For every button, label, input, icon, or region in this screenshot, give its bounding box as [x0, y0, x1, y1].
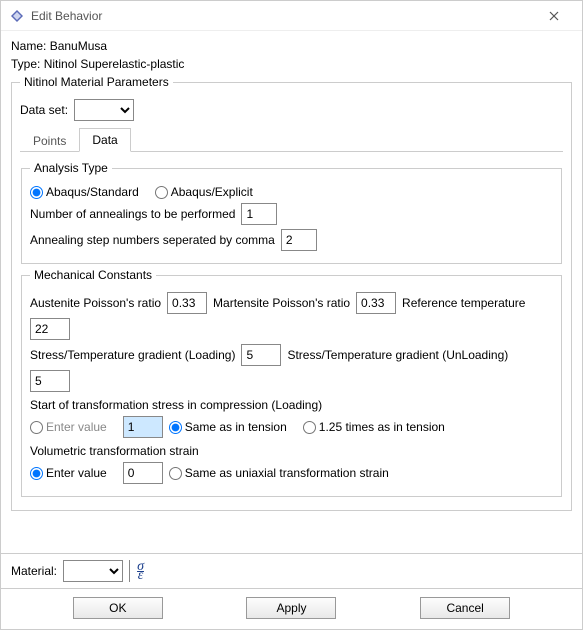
- st-load-input[interactable]: [241, 344, 281, 366]
- vol-label: Volumetric transformation strain: [30, 444, 553, 458]
- content-area: Name: BanuMusa Type: Nitinol Superelasti…: [1, 31, 582, 553]
- radio-standard-label: Abaqus/Standard: [46, 185, 139, 199]
- tabs: Points Data: [20, 127, 563, 152]
- name-row: Name: BanuMusa: [11, 39, 572, 53]
- nitinol-params-legend: Nitinol Material Parameters: [20, 75, 173, 89]
- apply-button[interactable]: Apply: [246, 597, 336, 619]
- vol-enter-radio[interactable]: Enter value: [30, 466, 107, 480]
- titlebar: Edit Behavior: [1, 1, 582, 31]
- radio-explicit-label: Abaqus/Explicit: [171, 185, 253, 199]
- austenite-input[interactable]: [167, 292, 207, 314]
- mechanical-constants-legend: Mechanical Constants: [30, 268, 156, 282]
- steps-input[interactable]: [281, 229, 317, 251]
- dialog-window: Edit Behavior Name: BanuMusa Type: Nitin…: [0, 0, 583, 630]
- vol-enter-field[interactable]: [123, 462, 163, 484]
- dataset-label: Data set:: [20, 103, 68, 117]
- start-enter-input[interactable]: [30, 421, 43, 434]
- austenite-label: Austenite Poisson's ratio: [30, 296, 161, 310]
- name-label: Name:: [11, 39, 46, 53]
- button-bar: OK Apply Cancel: [1, 588, 582, 629]
- name-value: BanuMusa: [50, 39, 107, 53]
- analysis-type-legend: Analysis Type: [30, 161, 112, 175]
- vol-enter-label: Enter value: [46, 466, 107, 480]
- mechanical-constants-group: Mechanical Constants Austenite Poisson's…: [21, 268, 562, 497]
- start-same-radio[interactable]: Same as in tension: [169, 420, 287, 434]
- material-label: Material:: [11, 564, 57, 578]
- start-enter-radio[interactable]: Enter value: [30, 420, 107, 434]
- steps-label: Annealing step numbers seperated by comm…: [30, 233, 275, 247]
- nitinol-params-group: Nitinol Material Parameters Data set: Po…: [11, 75, 572, 511]
- start-trans-label: Start of transformation stress in compre…: [30, 398, 553, 412]
- sigma-epsilon-icon[interactable]: σε: [129, 560, 151, 582]
- cancel-button[interactable]: Cancel: [420, 597, 510, 619]
- martensite-label: Martensite Poisson's ratio: [213, 296, 350, 310]
- type-row: Type: Nitinol Superelastic-plastic: [11, 57, 572, 71]
- material-footer: Material: σε: [1, 553, 582, 588]
- start-same-input[interactable]: [169, 421, 182, 434]
- dataset-row: Data set:: [20, 99, 563, 121]
- start-125-radio[interactable]: 1.25 times as in tension: [303, 420, 445, 434]
- material-select[interactable]: [63, 560, 123, 582]
- start-125-input[interactable]: [303, 421, 316, 434]
- dataset-select[interactable]: [74, 99, 134, 121]
- st-unload-label: Stress/Temperature gradient (UnLoading): [287, 348, 508, 362]
- window-title: Edit Behavior: [31, 9, 534, 23]
- st-load-label: Stress/Temperature gradient (Loading): [30, 348, 235, 362]
- radio-standard[interactable]: Abaqus/Standard: [30, 185, 139, 199]
- radio-standard-input[interactable]: [30, 186, 43, 199]
- tab-data[interactable]: Data: [79, 128, 130, 152]
- start-enter-label: Enter value: [46, 420, 107, 434]
- vol-same-label: Same as uniaxial transformation strain: [185, 466, 389, 480]
- start-same-label: Same as in tension: [185, 420, 287, 434]
- vol-enter-input[interactable]: [30, 467, 43, 480]
- start-enter-field[interactable]: [123, 416, 163, 438]
- reftemp-input[interactable]: [30, 318, 70, 340]
- annealings-input[interactable]: [241, 203, 277, 225]
- tab-points[interactable]: Points: [20, 129, 79, 152]
- analysis-type-group: Analysis Type Abaqus/Standard Abaqus/Exp…: [21, 161, 562, 264]
- app-icon: [9, 8, 25, 24]
- start-125-label: 1.25 times as in tension: [319, 420, 445, 434]
- radio-explicit-input[interactable]: [155, 186, 168, 199]
- st-unload-input[interactable]: [30, 370, 70, 392]
- vol-same-input[interactable]: [169, 467, 182, 480]
- type-label: Type:: [11, 57, 40, 71]
- tab-data-content: Analysis Type Abaqus/Standard Abaqus/Exp…: [20, 152, 563, 502]
- ok-button[interactable]: OK: [73, 597, 163, 619]
- reftemp-label: Reference temperature: [402, 296, 525, 310]
- radio-explicit[interactable]: Abaqus/Explicit: [155, 185, 253, 199]
- type-value: Nitinol Superelastic-plastic: [44, 57, 185, 71]
- martensite-input[interactable]: [356, 292, 396, 314]
- close-button[interactable]: [534, 1, 574, 31]
- vol-same-radio[interactable]: Same as uniaxial transformation strain: [169, 466, 389, 480]
- annealings-label: Number of annealings to be performed: [30, 207, 235, 221]
